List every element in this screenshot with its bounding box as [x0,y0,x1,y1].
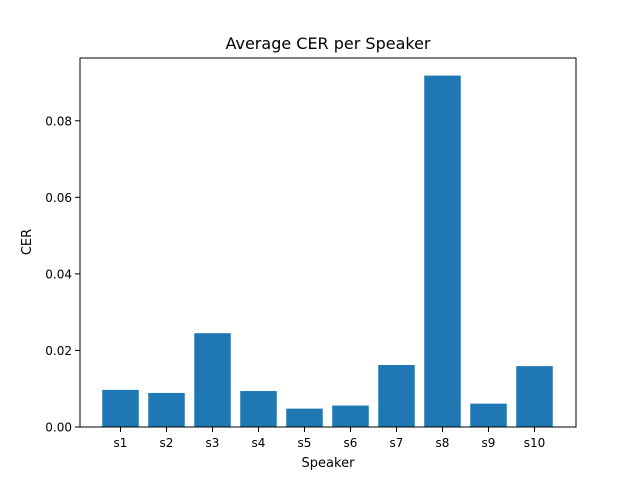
y-tick-label-1: 0.02 [45,344,72,358]
x-tick-label-s7: s7 [390,436,404,450]
x-axis-label: Speaker [302,456,356,471]
bar-s10 [516,366,553,427]
bar-s7 [378,364,415,427]
x-tick-label-s8: s8 [436,436,450,450]
x-tick-label-s9: s9 [482,436,496,450]
y-tick-label-0: 0.00 [45,421,72,435]
x-tick-label-s5: s5 [298,436,312,450]
x-tick-label-s1: s1 [114,436,128,450]
bar-s5 [286,408,323,427]
x-tick-label-s6: s6 [344,436,358,450]
x-tick-label-s10: s10 [524,436,546,450]
x-tick-label-s3: s3 [206,436,220,450]
bar-s2 [148,392,185,427]
y-axis-label: CER [20,229,35,255]
y-tick-label-4: 0.08 [45,114,72,128]
x-tick-label-s4: s4 [252,436,266,450]
bar-s9 [470,403,507,427]
y-tick-label-3: 0.06 [45,191,72,205]
y-tick-label-2: 0.04 [45,267,72,281]
bar-s4 [240,391,277,427]
chart-title: Average CER per Speaker [225,34,430,53]
plot-frame [79,57,577,428]
bar-s1 [102,389,139,427]
x-tick-label-s2: s2 [160,436,174,450]
bar-s3 [194,333,231,427]
bar-s6 [332,405,369,427]
bar-s8 [424,75,461,428]
